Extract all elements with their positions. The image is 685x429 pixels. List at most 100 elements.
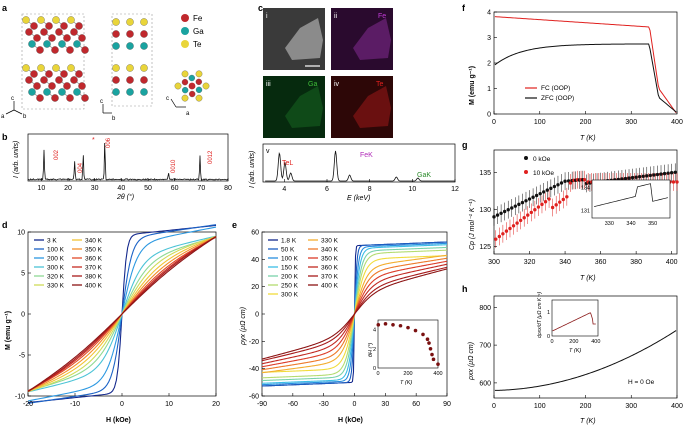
eds-peak-fek: FeK [360,152,373,159]
atom [140,42,147,49]
tick-label: 80 [224,185,232,192]
tick-label: 0 [373,366,376,372]
legend-entry: 200 K [47,255,65,262]
panel-letter-a: a [2,3,8,13]
hall-ylabel: ρyx (μΩ cm) [240,307,247,346]
cp-point-10koe [498,235,501,238]
tick-label: 300 [625,119,637,126]
atom [112,64,119,71]
panel-letter-h: h [462,284,468,294]
tick-label: 125 [479,244,491,251]
tick-label: 5 [21,271,25,278]
cp-point-0koe [642,175,645,178]
cp-point-0koe [549,187,552,190]
tick-label: 0 [353,401,357,408]
cp-point-10koe [537,205,540,208]
tick-label: -20 [249,339,259,346]
cp-point-0koe [531,196,534,199]
atom [51,94,58,101]
legend-entry: 340 K [85,237,103,244]
atom [140,76,147,83]
atom [25,28,32,35]
legend-entry: 300 K [47,264,65,271]
cp-point-10koe [583,178,586,181]
mt-plot: 0 100 200 300 40001234 FC (OOP) ZFC (OOP) M … [469,10,683,143]
atom [81,46,88,53]
atom [126,76,133,83]
cp-point-0koe [514,204,517,207]
atom [126,42,133,49]
cp-point-10koe [540,203,543,206]
atom [45,70,52,77]
svg-text:c: c [166,96,169,102]
atom [126,88,133,95]
xrd-peak-002: 002 [54,149,60,160]
svg-text:v: v [266,148,270,155]
atom [22,64,29,71]
rho-xlabel: T (K) [580,418,596,425]
legend-entry: 330 K [321,237,339,244]
svg-text:T (K): T (K) [400,380,412,386]
tick-label: 3 [487,35,491,42]
legend-entry: 50 K [281,246,295,253]
svg-text:b: b [112,116,116,122]
atom [37,64,44,71]
tick-label: 135 [479,170,491,177]
cp-point-10koe [547,197,550,200]
atom [126,18,133,25]
tick-label: 200 [569,339,578,345]
atom [63,82,70,89]
legend-entry: 350 K [85,246,103,253]
cp-point-10koe [675,180,678,183]
cp-ylabel: Cp (J mol⁻¹ K⁻¹) [469,199,476,250]
tick-label: 8 [368,186,372,193]
cp-point-10koe [672,180,675,183]
atom [70,76,77,83]
panel-letter-e: e [232,220,237,230]
xrd-peak-0010: 0010 [171,159,177,173]
atom [112,30,119,37]
inset-point [429,347,433,351]
atom [55,28,62,35]
cp-point-10koe [551,206,554,209]
cp-point-0koe [659,172,662,175]
tick-label: 350 [648,221,657,227]
tick-label: 0 [547,334,550,340]
tick-label: 2 [373,347,376,353]
legend-entry: 360 K [321,264,339,271]
cp-point-10koe [530,211,533,214]
inset-point [436,362,440,366]
atom [40,76,47,83]
svg-text:ii: ii [334,13,338,20]
cp-point-0koe [535,194,538,197]
cp-point-0koe [528,197,531,200]
tick-label: 300 [625,403,637,410]
atom [60,70,67,77]
tick-label: 600 [479,380,491,387]
atom [66,46,73,53]
cp-point-10koe [512,224,515,227]
cp-point-0koe [496,213,499,216]
atom [81,94,88,101]
legend-entry: 400 K [85,282,103,289]
legend-entry: 360 K [85,255,103,262]
cp-point-10koe [533,208,536,211]
crystal-structure-top [175,71,209,102]
svg-text:a: a [186,111,190,117]
tile-fe-label: Fe [378,13,386,20]
cp-point-0koe [674,171,677,174]
legend-zfc: ZFC (OOP) [541,95,574,102]
atom [182,79,188,85]
eds-peak-gak: GaK [417,172,431,179]
tick-label: 400 [671,403,683,410]
atom [73,40,80,47]
atom [33,34,40,41]
inset-point [406,326,410,330]
tick-label: 40 [117,185,125,192]
tick-label: 0 [492,403,496,410]
tick-label: 20 [64,185,72,192]
cp-point-0koe [542,190,545,193]
tick-label: 40 [251,257,259,264]
legend-0koe: 0 kOe [533,156,551,163]
tick-label: 340 [559,259,571,266]
